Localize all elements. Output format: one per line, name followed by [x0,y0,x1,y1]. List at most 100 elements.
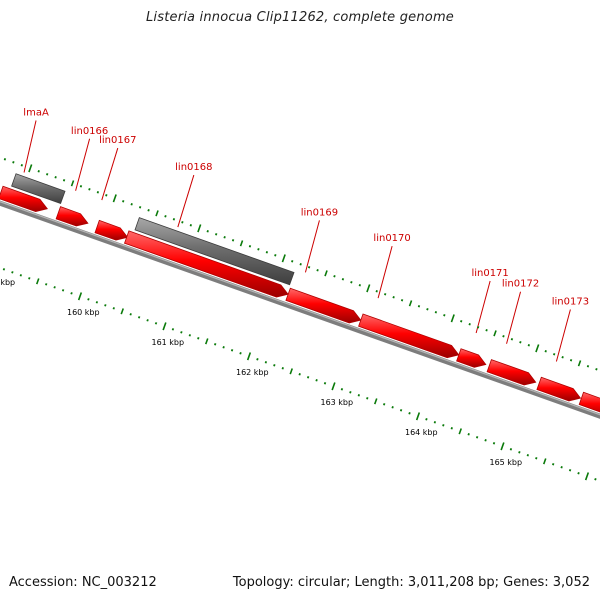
lower-scale-tick [61,289,65,292]
lin0166-feature-2[interactable] [55,206,89,227]
upper-scale-tick [12,161,15,164]
lin0167-label: lin0167 [99,135,136,146]
upper-scale-tick [105,194,108,197]
lin0169-feature-6[interactable] [285,287,362,324]
lin0168-label-leader [177,174,195,228]
lower-scale-tick [19,274,23,277]
genome-backbone [0,200,600,419]
lower-scale-tick [2,268,6,271]
lin0172-label-leader [506,291,522,344]
lower-scale-tick [35,278,40,285]
upper-scale-tick [45,173,49,176]
lin0171-feature-8[interactable] [456,348,487,368]
lower-scale-tick [239,352,242,355]
lower-scale-tick [306,376,310,379]
lower-scale-tick [214,343,217,346]
upper-scale-tick [595,368,598,371]
upper-scale-tick [324,270,328,277]
lower-scale-tick [171,328,175,331]
scale-label-159kbp: 159 kbp [0,278,15,287]
upper-scale-tick [28,164,33,173]
lower-scale-tick [230,349,234,352]
upper-scale-tick [485,329,488,332]
lin0166-label-leader [75,138,91,191]
upper-scale-tick [214,233,218,236]
upper-scale-tick [54,176,57,179]
upper-scale-tick [392,296,395,299]
lower-scale-tick [492,442,496,445]
upper-scale-tick [181,221,184,224]
lin0166-label: lin0166 [71,126,108,137]
lin0170-feature-7[interactable] [358,313,460,359]
lower-scale-tick [146,319,149,322]
lower-scale-tick [560,466,563,469]
lower-scale-tick [535,457,538,460]
upper-scale-tick [239,240,244,247]
upper-scale-tick [307,266,311,269]
lin0168-feature-4[interactable] [123,230,289,298]
lower-scale-tick [408,412,411,415]
upper-scale-tick [299,263,302,266]
upper-scale-tick [189,224,193,227]
lin0172-feature-9[interactable] [486,359,537,386]
lower-scale-tick [197,337,200,340]
upper-scale-tick [96,191,100,194]
lower-scale-tick [349,391,352,394]
lower-scale-tick [509,448,513,451]
lin0173-feature-10[interactable] [536,376,582,402]
lower-scale-tick [484,439,487,442]
lower-scale-tick [518,451,521,454]
upper-scale-tick [20,164,24,167]
upper-scale-tick [577,360,582,367]
upper-scale-tick [493,330,497,337]
upper-scale-tick [358,284,362,287]
lower-scale-tick [433,421,437,424]
lin0167-label-leader [101,147,119,201]
unlabeled-feature-5[interactable] [134,217,295,286]
upper-scale-tick [265,251,269,254]
scale-label-163kbp: 163 kbp [320,398,353,407]
upper-scale-tick [366,284,371,293]
lower-scale-tick [391,406,394,409]
lmaa-label: lmaA [23,107,49,118]
lower-scale-tick [357,394,361,397]
lower-scale-tick [188,334,192,337]
lower-scale-tick [594,478,597,481]
upper-scale-tick [37,170,40,173]
lin0167-feature-3[interactable] [94,219,129,241]
lower-scale-tick [87,298,90,301]
lower-scale-tick [11,271,14,274]
lmaa-label-leader [23,120,37,173]
lower-scale-tick [53,286,56,289]
upper-scale-tick [408,300,413,307]
upper-scale-tick [248,245,252,248]
lower-scale-tick [577,472,580,475]
lower-scale-tick [552,463,555,466]
upper-scale-tick [443,314,446,317]
lin0170-label: lin0170 [373,233,410,244]
lin0171-label-leader [475,280,491,334]
scale-label-164kbp: 164 kbp [405,428,438,437]
lower-scale-tick [77,292,83,301]
unlabeled-feature-11[interactable] [578,391,600,417]
lower-scale-tick [458,428,462,435]
lower-scale-tick [323,382,327,385]
upper-scale-tick [561,356,564,359]
upper-scale-tick [341,278,345,281]
lower-scale-tick [289,368,293,375]
genome-title: Listeria innocua Clip11262, complete gen… [145,10,455,25]
unlabeled-feature-1[interactable] [0,185,48,213]
upper-scale-tick [164,215,167,218]
lmaa-feature-0[interactable] [11,173,66,205]
lower-scale-tick [281,367,284,370]
upper-scale-tick [383,293,387,296]
lower-scale-tick [331,382,336,391]
upper-scale-tick [70,180,75,187]
upper-scale-tick [417,305,421,308]
lin0171-label: lin0171 [471,268,508,279]
lin0172-label: lin0172 [502,279,539,290]
upper-scale-tick [400,299,404,302]
upper-scale-tick [112,194,117,203]
upper-scale-tick [434,311,438,314]
lower-scale-tick [95,301,99,304]
